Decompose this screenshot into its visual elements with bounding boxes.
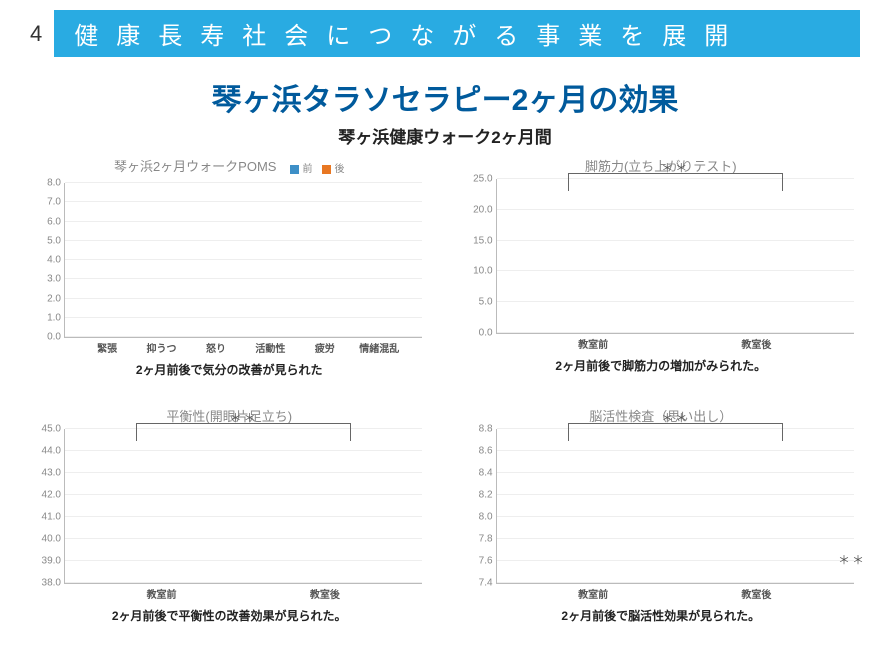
leg-chart: 脚筋力(立ち上がりテスト) 0.05.010.015.020.025.0＊＊ 教… (462, 156, 860, 396)
balance-chart: 平衡性(開眼片足立ち) 38.039.040.041.042.043.044.0… (30, 406, 428, 646)
x-label: 疲労 (298, 340, 352, 355)
leg-plot: 0.05.010.015.020.025.0＊＊ (496, 179, 854, 334)
x-label: 緊張 (80, 340, 134, 355)
page-title: 琴ヶ浜タラソセラピー2ヶ月の効果 (0, 75, 890, 119)
poms-chart: 琴ヶ浜2ヶ月ウォークPOMS 前 後 0.01.02.03.04.05.06.0… (30, 156, 428, 396)
x-label: 怒り (189, 340, 243, 355)
chart-caption: 2ヶ月前後で気分の改善が見られた (30, 361, 428, 378)
poms-plot: 0.01.02.03.04.05.06.07.08.0 (64, 183, 422, 338)
x-label: 活動性 (243, 340, 297, 355)
balance-xlabels: 教室前教室後 (64, 586, 422, 601)
chart-title: 琴ヶ浜2ヶ月ウォークPOMS (114, 156, 277, 175)
brain-plot: 7.47.67.88.08.28.48.68.8＊＊ (496, 429, 854, 584)
leg-xlabels: 教室前教室後 (496, 336, 854, 351)
header-row: 4 健康長寿社会につながる事業を展開 (0, 0, 890, 57)
brain-outside-significance: ＊＊ (838, 551, 866, 568)
poms-legend: 前 後 (290, 160, 344, 175)
x-label: 教室前 (512, 336, 675, 351)
section-number: 4 (30, 21, 42, 47)
page-subtitle: 琴ヶ浜健康ウォーク2ヶ月間 (0, 123, 890, 148)
brain-chart: 脳活性検査（思い出し） 7.47.67.88.08.28.48.68.8＊＊ 教… (462, 406, 860, 646)
x-label: 情緒混乱 (352, 340, 406, 355)
chart-caption: 2ヶ月前後で脳活性効果が見られた。 (462, 607, 860, 624)
balance-plot: 38.039.040.041.042.043.044.045.0＊＊ (64, 429, 422, 584)
banner: 健康長寿社会につながる事業を展開 (54, 10, 860, 57)
poms-xlabels: 緊張抑うつ怒り活動性疲労情緒混乱 (64, 340, 422, 355)
chart-caption: 2ヶ月前後で脚筋力の増加がみられた。 (462, 357, 860, 374)
x-label: 教室後 (675, 336, 838, 351)
x-label: 抑うつ (134, 340, 188, 355)
x-label: 教室前 (512, 586, 675, 601)
x-label: 教室後 (243, 586, 406, 601)
chart-grid: 琴ヶ浜2ヶ月ウォークPOMS 前 後 0.01.02.03.04.05.06.0… (0, 148, 890, 646)
x-label: 教室前 (80, 586, 243, 601)
x-label: 教室後 (675, 586, 838, 601)
chart-caption: 2ヶ月前後で平衡性の改善効果が見られた。 (30, 607, 428, 624)
brain-xlabels: 教室前教室後 (496, 586, 854, 601)
